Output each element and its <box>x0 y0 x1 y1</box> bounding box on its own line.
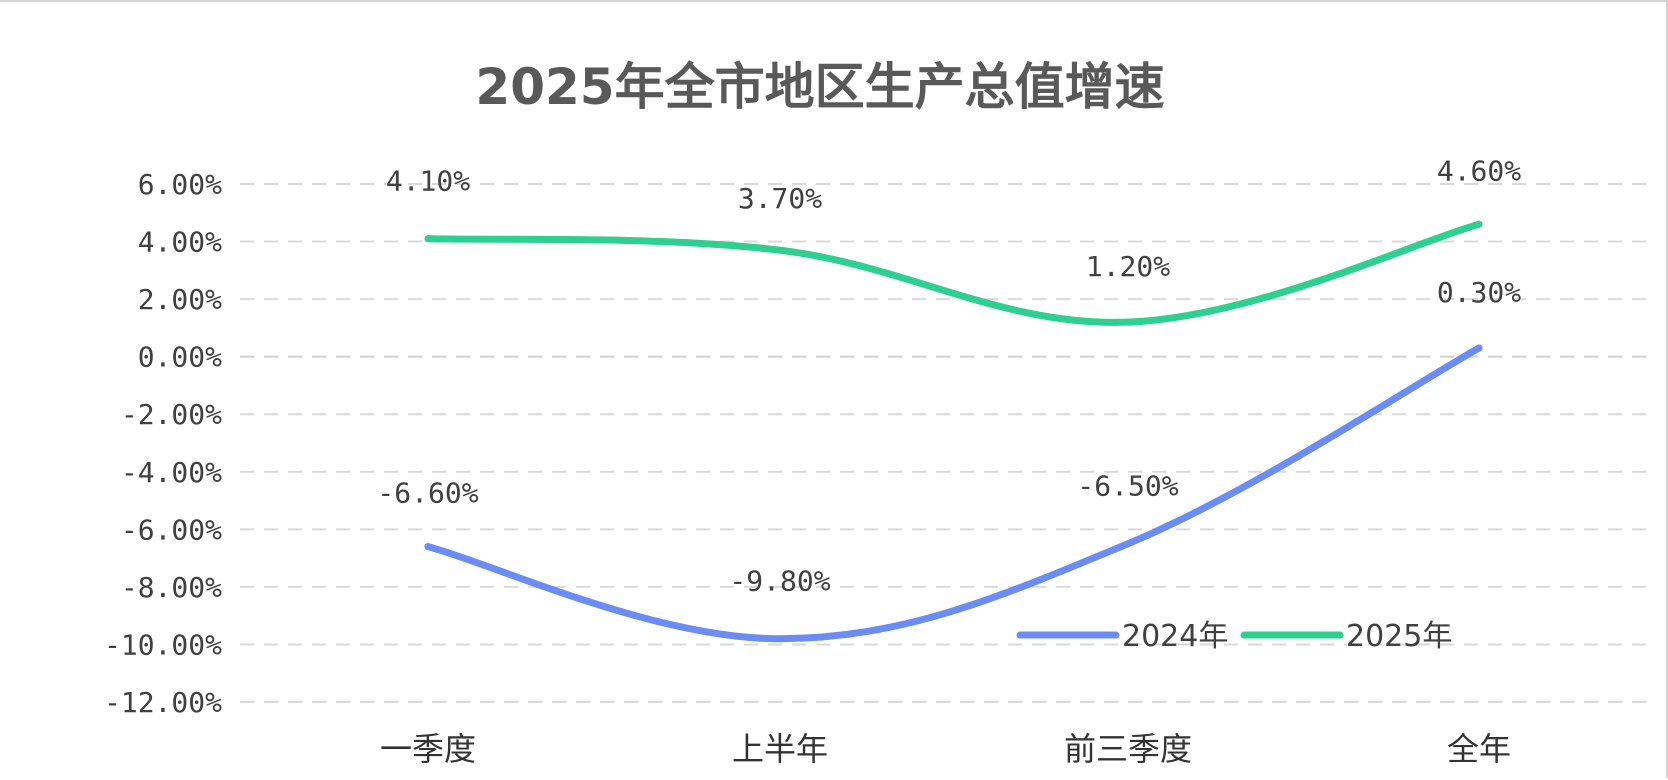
data-label: -9.80% <box>729 565 830 598</box>
data-labels: -6.60% -9.80% -6.50% 0.30% 4.10% 3.70% 1.20% 4.… <box>377 154 1521 597</box>
data-label: 3.70% <box>738 182 822 215</box>
y-axis-ticks: 6.00% 4.00% 2.00% 0.00% -2.00% -4.00% -6.00% -8… <box>104 168 222 719</box>
legend-label: 2024年 <box>1122 619 1228 654</box>
data-label: -6.50% <box>1077 470 1178 503</box>
data-label: 4.60% <box>1437 154 1521 187</box>
data-label: 1.20% <box>1086 250 1170 283</box>
data-label: 0.30% <box>1437 276 1521 309</box>
y-tick-label: -10.00% <box>104 628 222 661</box>
y-tick-label: 0.00% <box>138 341 222 374</box>
series-line-1 <box>424 344 1483 643</box>
chart-title: 2025年全市地区生产总值增速 <box>475 58 1164 116</box>
y-tick-label: -6.00% <box>121 513 222 546</box>
x-tick-label: 全年 <box>1447 730 1511 768</box>
data-point <box>1475 220 1483 228</box>
y-tick-label: 2.00% <box>138 283 222 316</box>
data-point <box>1475 344 1483 352</box>
y-tick-label: -12.00% <box>104 686 222 719</box>
data-label: -6.60% <box>377 477 478 510</box>
y-tick-label: -8.00% <box>121 571 222 604</box>
legend: 2024年 2025年 <box>1016 619 1452 654</box>
data-point <box>1124 540 1132 548</box>
y-tick-label: -4.00% <box>121 456 222 489</box>
x-tick-label: 一季度 <box>380 730 476 768</box>
x-axis-ticks: 一季度 上半年 前三季度 全年 <box>380 730 1511 768</box>
x-tick-label: 上半年 <box>732 730 828 768</box>
y-tick-label: -2.00% <box>121 398 222 431</box>
x-tick-label: 前三季度 <box>1064 730 1192 768</box>
legend-label: 2025年 <box>1346 619 1452 654</box>
data-point <box>424 235 432 243</box>
y-tick-label: 6.00% <box>138 168 222 201</box>
series-lines <box>424 220 1483 643</box>
data-point <box>776 635 784 643</box>
y-tick-label: 4.00% <box>138 226 222 259</box>
data-point <box>424 543 432 551</box>
data-label: 4.10% <box>386 165 470 198</box>
data-point <box>776 246 784 254</box>
series-line-2 <box>424 220 1483 326</box>
data-point <box>1124 318 1132 326</box>
